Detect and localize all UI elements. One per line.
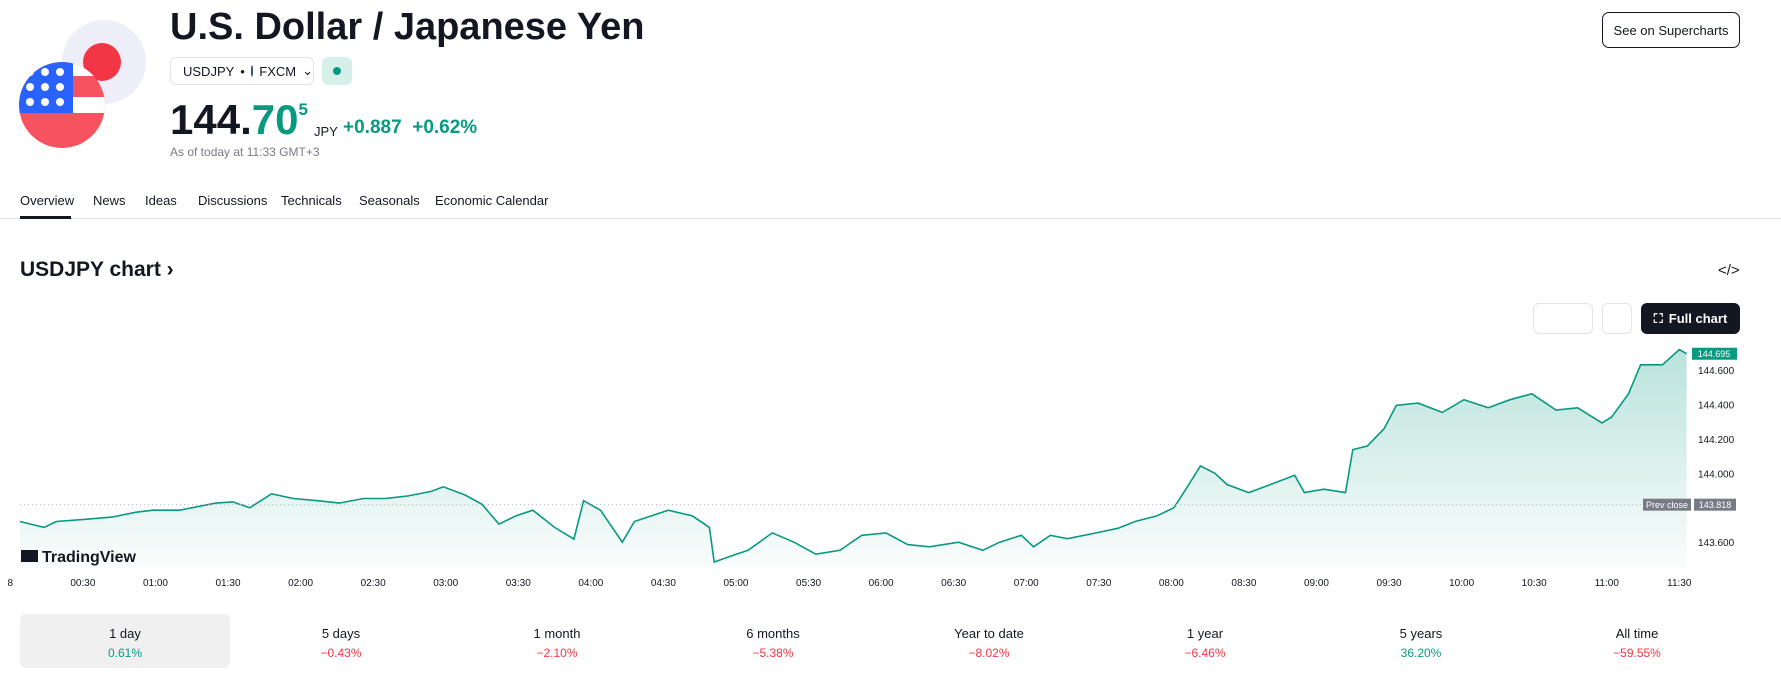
period[interactable]: 5 days −0.43% xyxy=(236,614,446,668)
supercharts-button[interactable]: See on Supercharts xyxy=(1602,12,1740,48)
section-title-text: USDJPY chart xyxy=(20,258,161,281)
x-tick-label: 00:30 xyxy=(70,578,95,589)
tab[interactable]: Technicals xyxy=(281,193,342,208)
currency: JPY xyxy=(314,124,338,139)
period-label: 1 year xyxy=(1186,626,1224,641)
period[interactable]: Year to date −8.02% xyxy=(884,614,1094,668)
prev-close-value-tag xyxy=(1694,498,1736,511)
prev-close-label: Prev close xyxy=(1646,500,1688,510)
x-tick-label: 07:30 xyxy=(1086,578,1111,589)
x-tick-label: 03:30 xyxy=(506,578,531,589)
prev-close-tag xyxy=(1643,498,1691,511)
x-tick-label: 02:30 xyxy=(361,578,386,589)
period-label: Year to date xyxy=(954,626,1024,641)
x-tick-label: 03:00 xyxy=(433,578,458,589)
price-main: 144. xyxy=(170,96,252,143)
period[interactable]: 6 months −5.38% xyxy=(668,614,878,668)
x-tick-label: 11:00 xyxy=(1595,578,1620,589)
period-label: All time xyxy=(1615,626,1659,641)
line xyxy=(19,348,1687,564)
chart-style-toggle[interactable] xyxy=(1533,303,1593,334)
period-change: −8.02% xyxy=(968,646,1010,660)
x-tick-label: 08:30 xyxy=(1231,578,1256,589)
period-change: 36.20% xyxy=(1400,646,1442,660)
watermark-logo-mark xyxy=(21,550,38,562)
last-price-label: 144.695 xyxy=(1698,349,1731,359)
change: +0.887 +0.62% xyxy=(343,117,477,139)
x-tick-label: 11:30 xyxy=(1667,578,1692,589)
symbol-selector[interactable]: USDJPY • FXCM ⌄ xyxy=(170,57,314,85)
area xyxy=(20,349,1687,568)
embed-icon[interactable]: </> xyxy=(1718,262,1740,279)
title: U.S. Dollar / Japanese Yen xyxy=(170,6,645,48)
x-tick-label: 01:00 xyxy=(143,578,168,589)
price: 144.705 xyxy=(170,96,308,144)
period[interactable]: 1 year −6.46% xyxy=(1100,614,1310,668)
x-tick-label: 10:30 xyxy=(1522,578,1547,589)
period-label: 1 day xyxy=(109,626,141,641)
x-tick-label: 04:00 xyxy=(578,578,603,589)
change-abs: +0.887 xyxy=(343,117,402,138)
period-label: 5 years xyxy=(1399,626,1443,641)
period[interactable]: 1 day 0.61% xyxy=(20,614,230,668)
divider xyxy=(0,218,1781,219)
tab[interactable]: Overview xyxy=(20,193,75,208)
x-tick-label: 10:00 xyxy=(1449,578,1474,589)
period-change: −6.46% xyxy=(1184,646,1226,660)
full-chart-label: Full chart xyxy=(1668,311,1728,326)
x-tick-label: 01:30 xyxy=(216,578,241,589)
x-tick-label: 06:00 xyxy=(869,578,894,589)
snapshot-button[interactable] xyxy=(1602,303,1632,334)
y-tick-label: 144.200 xyxy=(1698,435,1735,446)
tab[interactable]: Discussions xyxy=(198,193,268,208)
symbol: USDJPY xyxy=(183,63,235,79)
market-status[interactable] xyxy=(322,57,352,85)
y-tick-label: 144.000 xyxy=(1698,469,1735,480)
price-decimals: 70 xyxy=(251,96,299,143)
x-tick-label: 05:00 xyxy=(723,578,748,589)
full-chart-button[interactable]: ⛶ Full chart xyxy=(1641,303,1740,334)
x-tick-label: 08:00 xyxy=(1159,578,1184,589)
exchange: FXCM xyxy=(259,63,297,79)
period[interactable]: 5 years 36.20% xyxy=(1316,614,1526,668)
x-tick-label: 05:30 xyxy=(796,578,821,589)
price-pip: 5 xyxy=(298,100,308,119)
x-tick-label: 06:30 xyxy=(941,578,966,589)
period-label: 1 month xyxy=(533,626,581,641)
watermark: TradingView xyxy=(42,549,137,566)
x-tick-label: 02:00 xyxy=(288,578,313,589)
tab[interactable]: Economic Calendar xyxy=(435,193,549,208)
tab[interactable]: Seasonals xyxy=(359,193,420,208)
as-of: As of today at 11:33 GMT+3 xyxy=(170,145,320,159)
y-tick-label: 144.600 xyxy=(1698,366,1735,377)
period-label: 6 months xyxy=(746,626,800,641)
y-tick-label: 143.600 xyxy=(1698,538,1735,549)
x-tick-label: 09:30 xyxy=(1377,578,1402,589)
period-change: 0.61% xyxy=(107,646,143,660)
last-price-tag xyxy=(1692,347,1737,360)
currency-flags xyxy=(19,20,146,148)
period-change: −2.10% xyxy=(536,646,578,660)
period[interactable]: All time −59.55% xyxy=(1532,614,1742,668)
x-tick-label: 8 xyxy=(8,578,14,589)
tab[interactable]: News xyxy=(93,193,126,208)
period-change: −0.43% xyxy=(320,646,362,660)
period-label: 5 days xyxy=(321,626,361,641)
x-tick-label: 07:00 xyxy=(1014,578,1039,589)
prev-close-value: 143.818 xyxy=(1699,500,1732,510)
period-change: −5.38% xyxy=(752,646,794,660)
period-change: −59.55% xyxy=(1613,646,1661,660)
tab-underline xyxy=(20,216,71,219)
period[interactable]: 1 month −2.10% xyxy=(452,614,662,668)
tab[interactable]: Ideas xyxy=(145,193,177,208)
change-pct: +0.62% xyxy=(412,117,478,138)
section-title[interactable]: USDJPY chart › xyxy=(20,258,174,281)
y-tick-label: 144.400 xyxy=(1698,401,1735,412)
x-tick-label: 04:30 xyxy=(651,578,676,589)
x-tick-label: 09:00 xyxy=(1304,578,1329,589)
